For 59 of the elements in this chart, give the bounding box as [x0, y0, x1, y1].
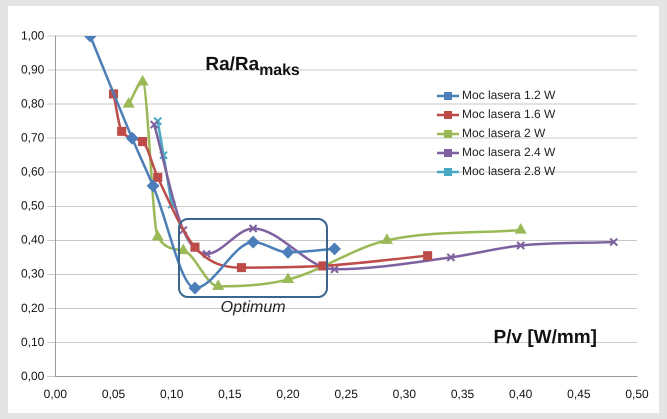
point [188, 282, 201, 294]
point [609, 238, 618, 247]
point [282, 246, 294, 258]
y-tick-label: 0,60 [20, 164, 45, 179]
x-tick-label: 0,45 [567, 387, 591, 402]
y-tick-label: 0,50 [20, 198, 45, 213]
x-tick-label: 0,40 [508, 387, 533, 402]
point [138, 137, 148, 146]
y-tick-label: 0,10 [20, 334, 45, 349]
point [137, 76, 148, 86]
legend-label: Moc lasera 1.6 W [462, 106, 556, 123]
y-tick-label: 0,70 [20, 130, 45, 144]
point [126, 132, 138, 144]
point [117, 126, 126, 136]
annotation: Optimum [220, 299, 286, 318]
y-tick-label: 0,80 [20, 96, 45, 110]
point [282, 274, 294, 284]
x-tick-label: 0,15 [218, 387, 242, 402]
y-tick-label: 0,30 [20, 266, 45, 281]
point [150, 120, 159, 130]
y-tick-label: 1,00 [20, 28, 45, 42]
y-tick-label: 0,40 [20, 232, 45, 247]
point [212, 280, 224, 290]
point [202, 249, 212, 259]
point [152, 230, 164, 240]
point [248, 224, 258, 233]
legend-label: Moc lasera 2 W [462, 125, 546, 142]
x-tick-label: 0,50 [625, 387, 649, 402]
point [247, 236, 260, 248]
point [190, 242, 200, 252]
y-tick-label: 0,20 [20, 300, 45, 315]
point [236, 263, 246, 272]
x-tick-label: 0,35 [450, 387, 475, 402]
x-tick-label: 0,25 [334, 387, 358, 402]
legend-label: Moc lasera 2.8 W [462, 163, 556, 180]
x-tick-label: 0,20 [276, 387, 300, 402]
point [446, 252, 456, 262]
point [153, 116, 162, 126]
x-tick-label: 0,10 [160, 387, 184, 402]
point [382, 234, 392, 244]
x-axis-title: P/v [W/mm] [494, 326, 597, 349]
point [123, 98, 134, 108]
point [147, 180, 160, 192]
point [167, 200, 176, 210]
point [328, 242, 341, 255]
point [153, 172, 162, 182]
point [178, 244, 189, 254]
point [423, 251, 432, 260]
legend-label: Moc lasera 1.2 W [462, 87, 556, 104]
point [515, 224, 526, 234]
point [159, 150, 168, 160]
x-tick-label: 0,30 [392, 387, 416, 402]
x-tick-label: 0,05 [102, 387, 126, 402]
y-tick-label: 0,00 [20, 368, 45, 383]
point [516, 240, 526, 250]
x-tick-label: 0,00 [44, 387, 68, 402]
y-tick-label: 0,90 [20, 62, 45, 76]
legend-label: Moc lasera 2.4 W [462, 144, 556, 161]
text: Ra/Ra$_{maks}$ [205, 54, 300, 80]
